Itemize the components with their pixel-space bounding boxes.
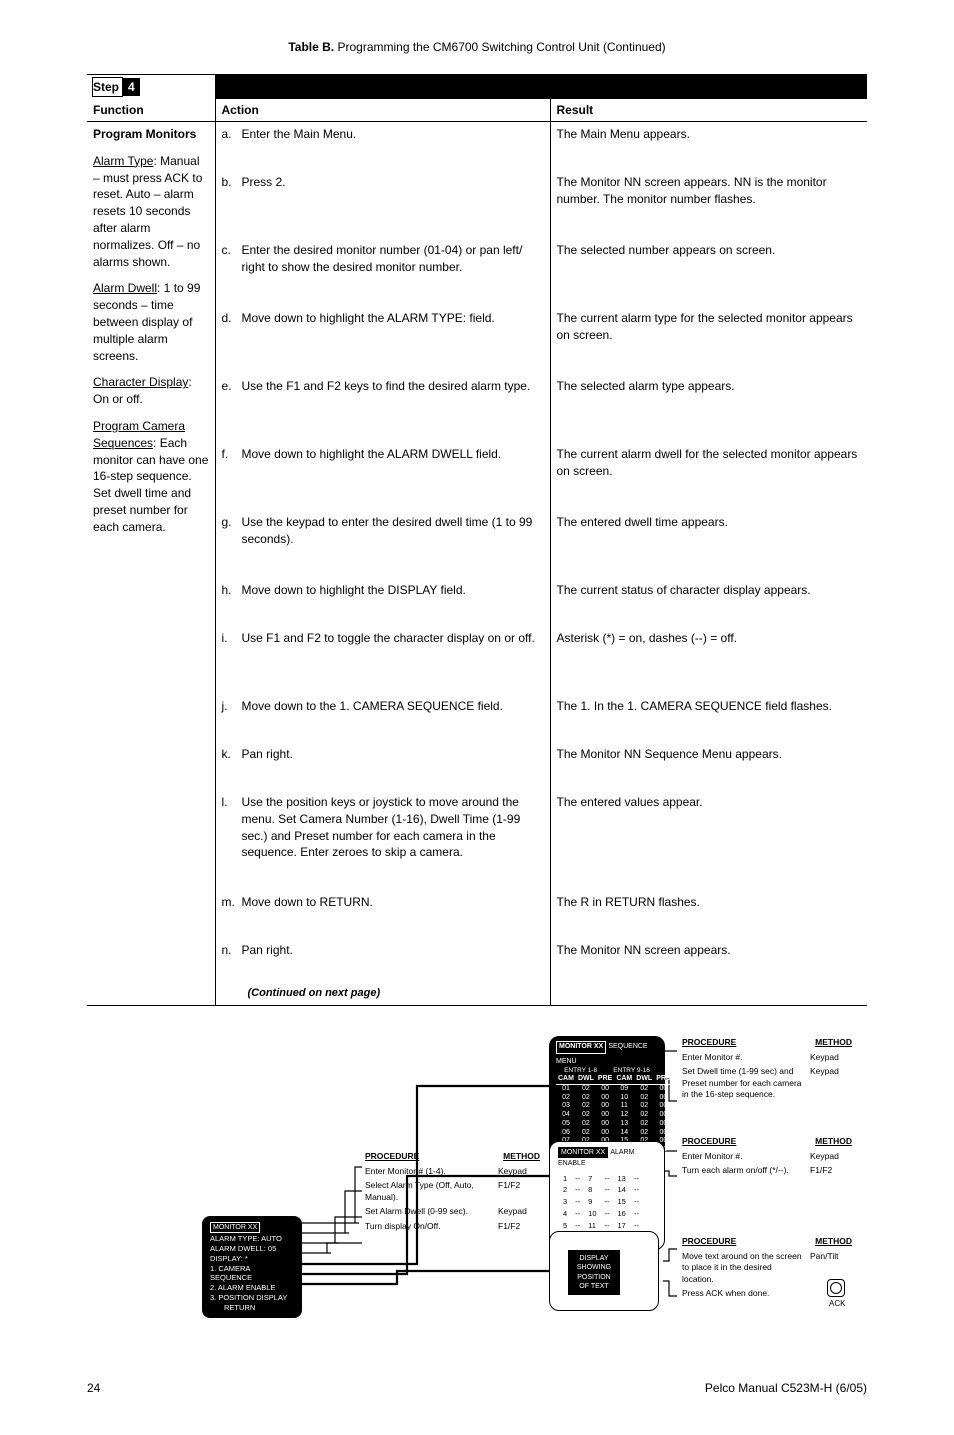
result-row: The Main Menu appears.: [557, 126, 862, 158]
result-row: The Monitor NN screen appears.: [557, 942, 862, 970]
action-row: f.Move down to highlight the ALARM DWELL…: [222, 446, 544, 498]
display-text-inner: DISPLAYSHOWINGPOSITIONOF TEXT: [568, 1250, 620, 1294]
monitor-menu-title: MONITOR XX: [210, 1222, 260, 1233]
function-title: Program Monitors: [93, 127, 196, 141]
function-column: Program Monitors Alarm Type: Manual – mu…: [87, 122, 215, 1006]
result-row: The current alarm dwell for the selected…: [557, 446, 862, 498]
result-row: The R in RETURN flashes.: [557, 894, 862, 926]
action-row: g.Use the keypad to enter the desired dw…: [222, 514, 544, 566]
function-section: Program Camera Sequences: Each monitor c…: [93, 418, 209, 536]
result-row: The selected alarm type appears.: [557, 378, 862, 430]
proc-seq-block: PROCEDUREMETHOD Enter Monitor #.KeypadSe…: [682, 1037, 852, 1103]
action-row: h.Move down to highlight the DISPLAY fie…: [222, 582, 544, 614]
menu-flow-diagram: MONITOR XX ALARM TYPE: AUTOALARM DWELL: …: [87, 1031, 867, 1351]
continued-note: (Continued on next page): [222, 986, 544, 1001]
result-row: The current status of character display …: [557, 582, 862, 614]
action-row: l.Use the position keys or joystick to m…: [222, 794, 544, 878]
action-row: a.Enter the Main Menu.: [222, 126, 544, 158]
function-section: Alarm Dwell: 1 to 99 seconds – time betw…: [93, 280, 209, 364]
header-action: Action: [215, 99, 550, 122]
action-row: d.Move down to highlight the ALARM TYPE:…: [222, 310, 544, 362]
result-row: The current alarm type for the selected …: [557, 310, 862, 362]
ack-icon: [827, 1279, 845, 1297]
result-row: The selected number appears on screen.: [557, 242, 862, 294]
proc-left-block: PROCEDUREMETHOD Enter Monitor # (1-4).Ke…: [365, 1151, 540, 1235]
action-row: i.Use F1 and F2 to toggle the character …: [222, 630, 544, 682]
result-row: Asterisk (*) = on, dashes (--) = off.: [557, 630, 862, 682]
caption-text: Programming the CM6700 Switching Control…: [334, 40, 665, 54]
action-row: k.Pan right.: [222, 746, 544, 778]
header-function: Function: [87, 99, 215, 122]
proc-alarm-block: PROCEDUREMETHOD Enter Monitor #.KeypadTu…: [682, 1136, 852, 1179]
result-column: The Main Menu appears. The Monitor NN scr…: [550, 122, 867, 1006]
result-row: The Monitor NN Sequence Menu appears.: [557, 746, 862, 778]
display-position-box: DISPLAYSHOWINGPOSITIONOF TEXT: [549, 1231, 659, 1311]
step-label: Step: [92, 77, 123, 97]
programming-table: Step4 Function Action Result Program Mon…: [87, 74, 867, 1006]
action-row: b.Press 2.: [222, 174, 544, 226]
header-result: Result: [550, 99, 867, 122]
page-number: 24: [87, 1381, 100, 1395]
ack-label: ACK: [829, 1299, 845, 1308]
function-section: Character Display: On or off.: [93, 374, 209, 408]
function-section: Alarm Type: Manual – must press ACK to r…: [93, 153, 209, 271]
action-row: n.Pan right.: [222, 942, 544, 970]
action-row: e.Use the F1 and F2 keys to find the des…: [222, 378, 544, 430]
page-footer: 24 Pelco Manual C523M-H (6/05): [87, 1381, 867, 1395]
action-row: j.Move down to the 1. CAMERA SEQUENCE fi…: [222, 698, 544, 730]
action-row: c.Enter the desired monitor number (01-0…: [222, 242, 544, 294]
result-row: The entered values appear.: [557, 794, 862, 878]
result-row: The 1. In the 1. CAMERA SEQUENCE field f…: [557, 698, 862, 730]
action-column: a.Enter the Main Menu. b.Press 2. c.Enter …: [215, 122, 550, 1006]
result-row: The Monitor NN screen appears. NN is the…: [557, 174, 862, 226]
step-number: 4: [123, 78, 140, 96]
result-row: The entered dwell time appears.: [557, 514, 862, 566]
footer-manual-id: Pelco Manual C523M-H (6/05): [705, 1381, 867, 1395]
monitor-menu-box: MONITOR XX ALARM TYPE: AUTOALARM DWELL: …: [202, 1216, 302, 1318]
table-caption: Table B. Programming the CM6700 Switchin…: [87, 40, 867, 54]
action-row: m.Move down to RETURN.: [222, 894, 544, 926]
caption-bold: Table B.: [288, 40, 334, 54]
